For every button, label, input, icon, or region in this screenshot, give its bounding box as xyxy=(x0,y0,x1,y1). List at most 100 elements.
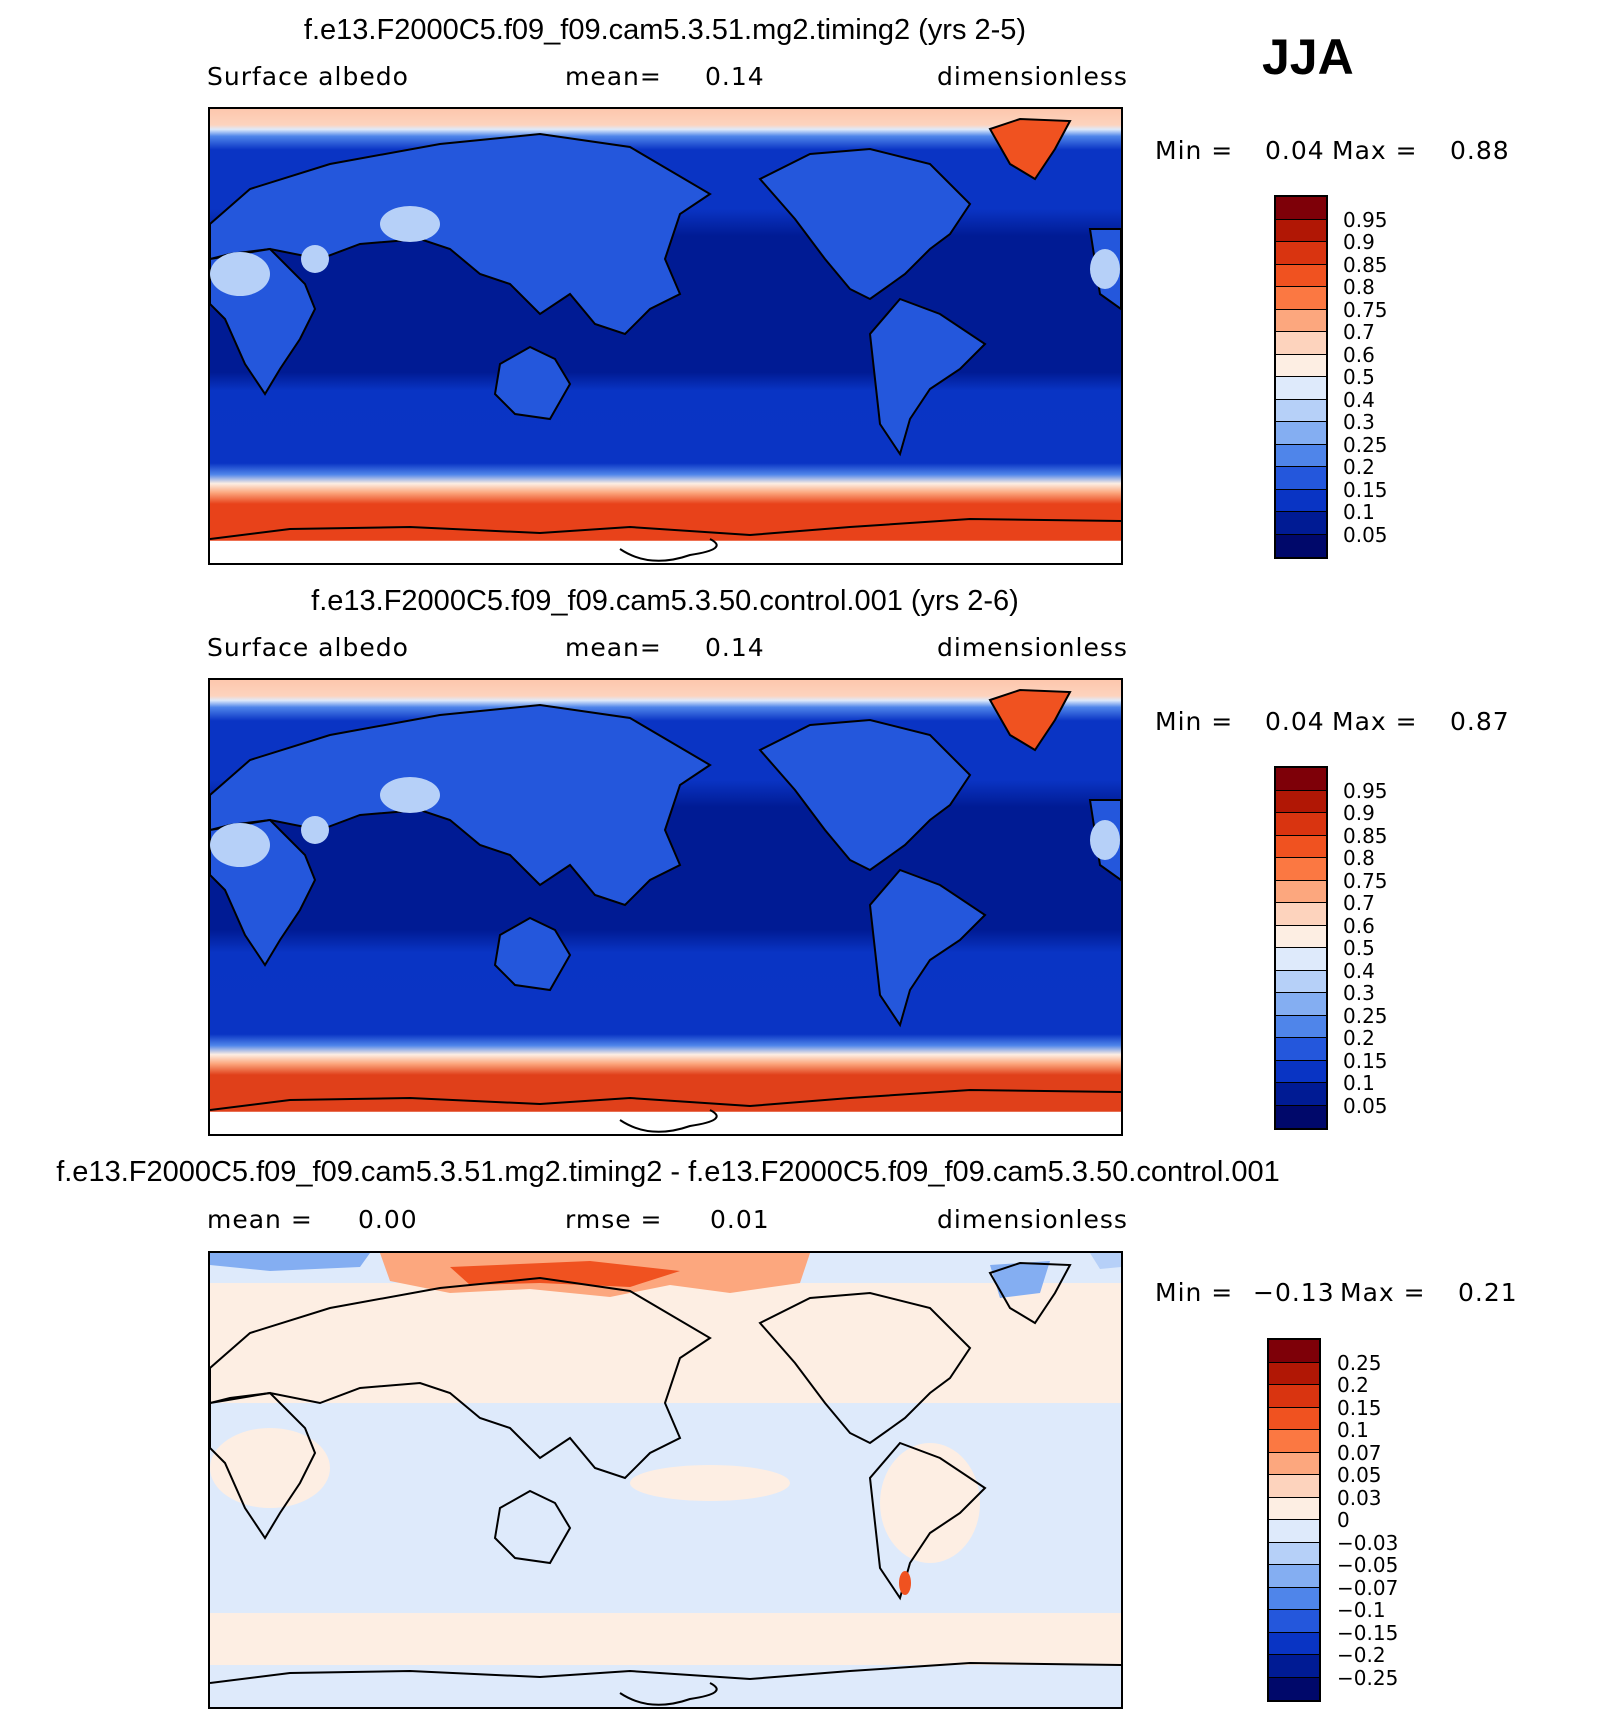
colorbar-tick-label: 0.1 xyxy=(1337,1418,1369,1442)
north-america-outline xyxy=(758,718,972,872)
colorbar-swatch xyxy=(1276,948,1326,971)
colorbar-swatch xyxy=(1276,332,1326,355)
colorbar-tick-label: 0.1 xyxy=(1343,500,1375,524)
panel-1-title: f.e13.F2000C5.f09_f09.cam5.3.51.mg2.timi… xyxy=(303,14,1027,46)
colorbar-swatch xyxy=(1276,287,1326,310)
colorbar-tick-label: 0.15 xyxy=(1343,1048,1388,1073)
australia-outline xyxy=(493,916,572,992)
antarctica-peninsula-outline xyxy=(619,1682,718,1706)
colorbar-swatch xyxy=(1276,489,1326,512)
colorbar-tick-label: 0.8 xyxy=(1343,275,1375,299)
colorbar-tick-label: 0.3 xyxy=(1343,981,1375,1005)
colorbar-tick-label: 0.6 xyxy=(1343,342,1375,367)
greenland-outline xyxy=(988,1261,1072,1325)
colorbar-swatch xyxy=(1276,790,1326,813)
colorbar-swatch xyxy=(1269,1385,1319,1408)
andes-positive-spot xyxy=(899,1571,911,1595)
antarctica-coastline xyxy=(210,1661,1121,1684)
colorbar-swatch xyxy=(1269,1610,1319,1633)
colorbar-swatch xyxy=(1276,1060,1326,1083)
colorbar-tick-label: 0.05 xyxy=(1337,1463,1382,1487)
panel-2-max-label: Max = xyxy=(1332,707,1418,736)
panel-2-min-value: 0.04 xyxy=(1265,707,1325,736)
colorbar-tick-label: 0.3 xyxy=(1343,410,1375,434)
colorbar-tick-label: 0.1 xyxy=(1343,1071,1375,1095)
colorbar-tick-label: 0.25 xyxy=(1343,432,1388,457)
colorbar-tick-label: 0.7 xyxy=(1343,891,1375,915)
antarctica-peninsula-outline xyxy=(619,1109,718,1133)
colorbar-swatch xyxy=(1276,444,1326,467)
colorbar-tick-label: 0.03 xyxy=(1337,1485,1382,1510)
antarctica-coastline xyxy=(210,1088,1121,1111)
colorbar-tick-label: 0.6 xyxy=(1343,913,1375,938)
colorbar-tick-label: 0.8 xyxy=(1343,846,1375,870)
colorbar-tick-label: 0.75 xyxy=(1343,868,1388,893)
colorbar-tick-label: 0.85 xyxy=(1343,252,1388,277)
colorbar-swatch xyxy=(1276,354,1326,377)
colorbar-swatch xyxy=(1269,1632,1319,1655)
panel-3-positive-areas xyxy=(210,1283,1121,1665)
colorbar-swatch xyxy=(1269,1362,1319,1385)
greenland-negative xyxy=(990,1261,1050,1298)
panel-3-rmse-label: rmse = xyxy=(565,1205,663,1234)
colorbar-tick-label: 0.4 xyxy=(1343,958,1375,983)
colorbar-swatch xyxy=(1276,467,1326,490)
colorbar-swatch xyxy=(1276,512,1326,535)
colorbar-swatch xyxy=(1276,903,1326,926)
panel-2-min-label: Min = xyxy=(1155,707,1234,736)
panel-1-mean-label: mean= xyxy=(565,62,662,91)
colorbar-tick-label: −0.03 xyxy=(1337,1530,1399,1555)
panel-1-colorbar xyxy=(1274,195,1328,559)
australia-outline xyxy=(493,345,572,421)
panel-3-map xyxy=(208,1251,1123,1709)
arctic-negative-west xyxy=(210,1253,370,1271)
colorbar-swatch xyxy=(1276,264,1326,287)
panel-3-rmse-value: 0.01 xyxy=(710,1205,770,1234)
colorbar-swatch xyxy=(1276,242,1326,265)
colorbar-tick-label: 0.4 xyxy=(1343,387,1375,412)
colorbar-tick-label: 0.15 xyxy=(1337,1395,1382,1420)
panel-3-title: f.e13.F2000C5.f09_f09.cam5.3.51.mg2.timi… xyxy=(56,1156,1280,1188)
colorbar-swatch xyxy=(1269,1430,1319,1453)
panel-3-coastlines xyxy=(210,1261,1121,1706)
colorbar-swatch xyxy=(1269,1475,1319,1498)
colorbar-tick-label: −0.15 xyxy=(1337,1620,1399,1645)
panel-1-min-value: 0.04 xyxy=(1265,136,1325,165)
colorbar-swatch xyxy=(1276,925,1326,948)
colorbar-swatch xyxy=(1276,377,1326,400)
colorbar-swatch xyxy=(1269,1340,1319,1363)
colorbar-tick-label: 0.9 xyxy=(1343,230,1375,254)
colorbar-tick-label: 0.5 xyxy=(1343,365,1375,389)
colorbar-tick-label: 0.75 xyxy=(1343,297,1388,322)
colorbar-swatch xyxy=(1276,219,1326,242)
colorbar-swatch xyxy=(1269,1407,1319,1430)
colorbar-swatch xyxy=(1269,1542,1319,1565)
colorbar-swatch xyxy=(1269,1655,1319,1678)
colorbar-tick-label: 0.25 xyxy=(1343,1003,1388,1028)
colorbar-swatch xyxy=(1276,1083,1326,1106)
greenland-outline xyxy=(988,117,1072,181)
africa-outline xyxy=(210,1391,317,1540)
colorbar-swatch xyxy=(1269,1677,1319,1700)
panel-3-colorbar xyxy=(1267,1338,1321,1702)
colorbar-tick-label: −0.2 xyxy=(1337,1643,1386,1667)
colorbar-swatch xyxy=(1269,1452,1319,1475)
colorbar-swatch xyxy=(1269,1497,1319,1520)
antarctica-peninsula-outline xyxy=(619,538,718,562)
colorbar-tick-label: −0.05 xyxy=(1337,1553,1399,1577)
panel-1-mean-value: 0.14 xyxy=(705,62,765,91)
panel-2-mean-label: mean= xyxy=(565,633,662,662)
australia-outline xyxy=(493,1489,572,1565)
panel-2-map xyxy=(208,678,1123,1136)
north-america-outline xyxy=(758,1291,972,1445)
colorbar-swatch xyxy=(1276,197,1326,220)
colorbar-swatch xyxy=(1276,993,1326,1016)
colorbar-swatch xyxy=(1276,1105,1326,1128)
panel-3-mean-value: 0.00 xyxy=(358,1205,418,1234)
colorbar-tick-label: 0.15 xyxy=(1343,477,1388,502)
colorbar-swatch xyxy=(1276,768,1326,791)
colorbar-tick-label: 0 xyxy=(1337,1508,1350,1532)
colorbar-tick-label: 0.95 xyxy=(1343,778,1388,803)
colorbar-swatch xyxy=(1276,880,1326,903)
panel-1-map xyxy=(208,107,1123,565)
